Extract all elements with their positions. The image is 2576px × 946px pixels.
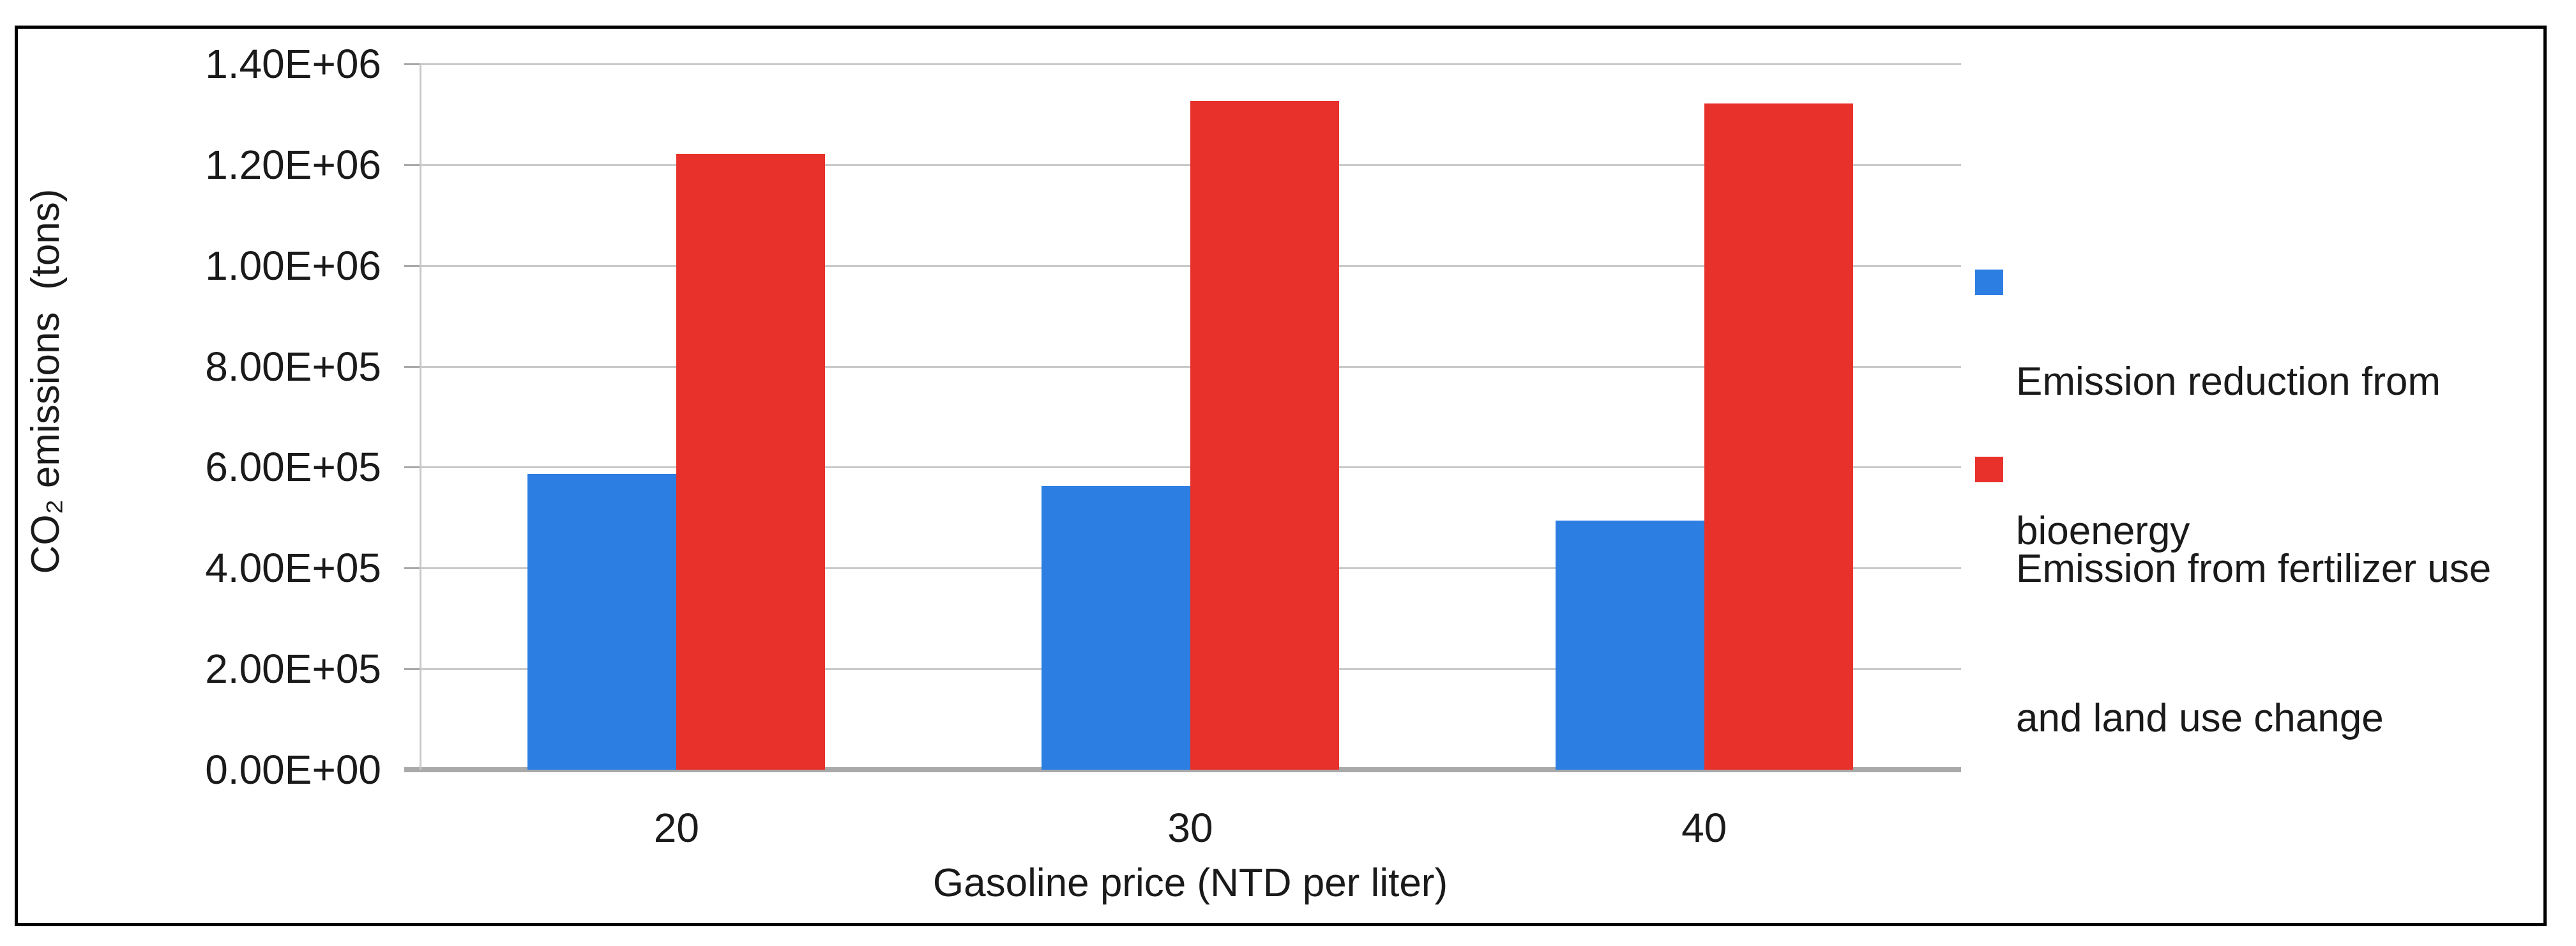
y-tick-label: 4.00E+05	[205, 545, 381, 591]
legend-label-line: bioenergy	[2016, 509, 2190, 553]
y-axis-tick	[404, 466, 420, 469]
y-axis-line	[420, 64, 421, 770]
x-axis-title: Gasoline price (NTD per liter)	[932, 861, 1448, 905]
y-tick-label: 1.00E+06	[205, 242, 381, 289]
y-axis-tick	[404, 668, 420, 671]
legend-entry-fertilizer: Emission from fertilizer use and land us…	[1975, 445, 2491, 843]
y-tick-label: 8.00E+05	[205, 343, 381, 390]
legend-label-line: and land use change	[2016, 696, 2384, 740]
legend-label-line: Emission reduction from	[2016, 360, 2441, 404]
bar-from-40	[1704, 103, 1853, 770]
bar-from-20	[676, 153, 826, 770]
y-tick-label: 1.20E+06	[205, 141, 381, 188]
y-axis-tick	[404, 63, 420, 65]
gridline	[420, 63, 1961, 65]
y-tick-label: 2.00E+05	[205, 646, 381, 692]
plot-area	[404, 63, 1961, 772]
legend: Emission reduction from bioenergy Emissi…	[1975, 29, 2543, 923]
bar-from-30	[1190, 101, 1339, 770]
legend-entry-bioenergy: Emission reduction from bioenergy	[1975, 257, 2441, 656]
x-tick-label: 30	[1167, 805, 1213, 851]
legend-label-line: Emission from fertilizer use	[2016, 547, 2492, 591]
y-tick-label: 6.00E+05	[205, 444, 381, 491]
y-axis-tick	[404, 164, 420, 166]
y-tick-label: 0.00E+00	[205, 747, 381, 793]
chart-frame: CO₂ emissions (tons) 0.00E+00 2.00E+05 4.0…	[15, 26, 2547, 926]
legend-swatch-red	[1975, 457, 2003, 482]
bar-reduction-40	[1555, 521, 1704, 770]
x-tick-label: 20	[653, 805, 699, 851]
y-axis-tick	[404, 365, 420, 368]
bar-reduction-20	[527, 473, 677, 770]
y-tick-label: 1.40E+06	[205, 41, 381, 87]
bar-reduction-30	[1042, 486, 1190, 770]
y-axis-tick	[404, 567, 420, 570]
legend-label: Emission from fertilizer use and land us…	[2016, 445, 2491, 843]
x-axis-line	[404, 767, 1961, 772]
legend-label: Emission reduction from bioenergy	[2016, 257, 2441, 656]
legend-swatch-blue	[1975, 270, 2003, 295]
y-axis-tick	[404, 264, 420, 267]
x-tick-label: 40	[1681, 805, 1727, 851]
